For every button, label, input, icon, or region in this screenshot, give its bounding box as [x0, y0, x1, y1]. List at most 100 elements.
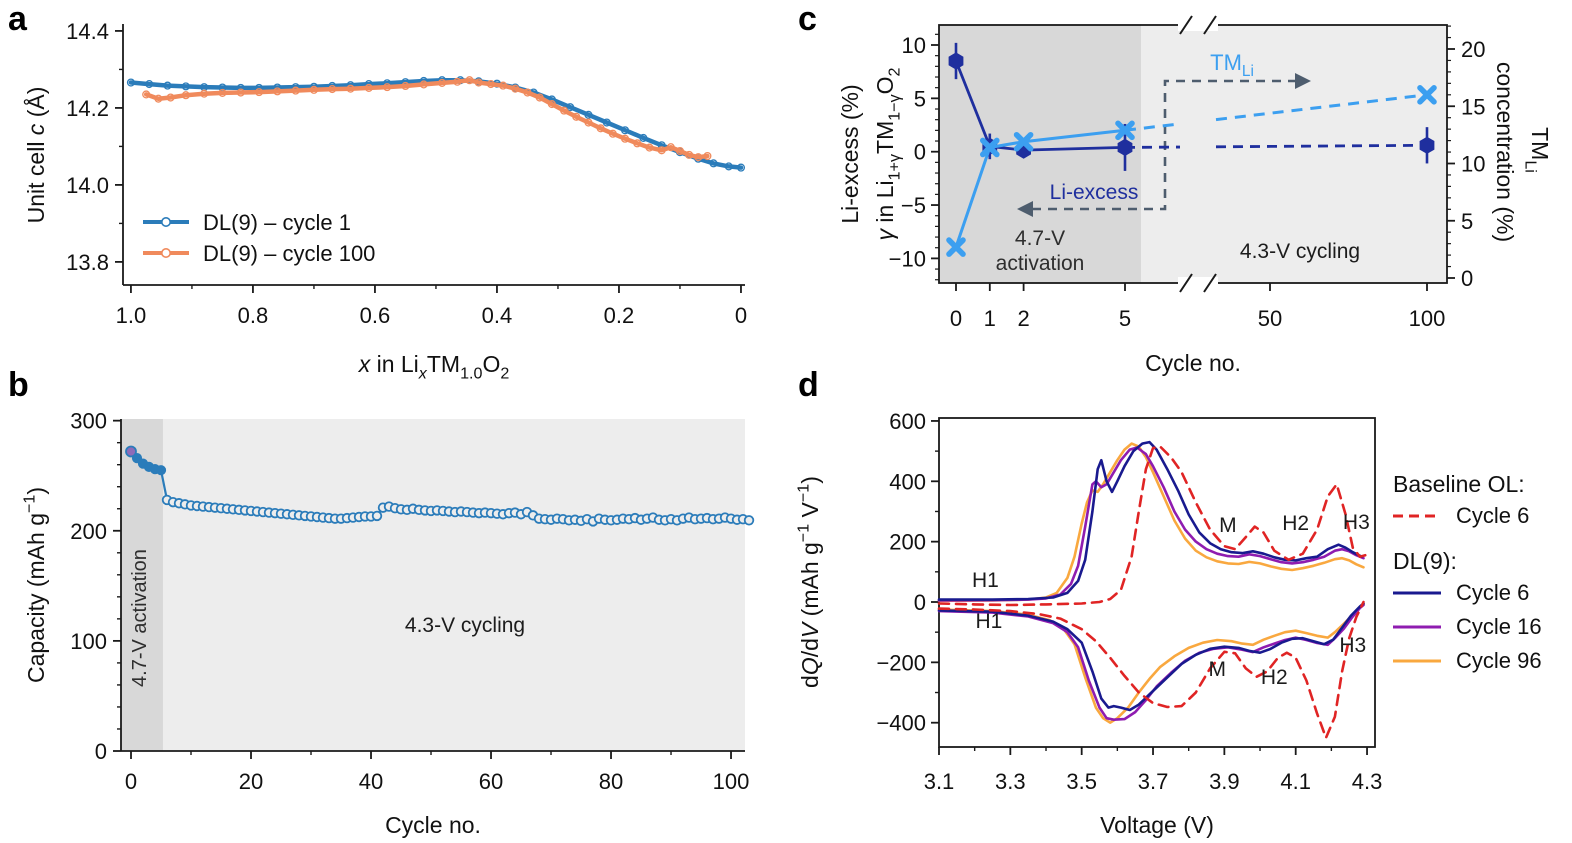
x-marker [979, 137, 1000, 158]
hexagon-marker [948, 52, 964, 70]
svg-text:5: 5 [914, 86, 926, 111]
svg-text:4.7-V activation: 4.7-V activation [129, 549, 151, 687]
legend-heading: Baseline OL: [1393, 471, 1525, 497]
svg-text:1: 1 [984, 306, 996, 331]
x-marker [1417, 85, 1437, 105]
peak-label-H2: H2 [1282, 512, 1309, 535]
svg-text:Li-excess (%): Li-excess (%) [837, 84, 863, 223]
svg-text:DL(9) – cycle 100: DL(9) – cycle 100 [203, 241, 375, 266]
svg-text:4.7-V: 4.7-V [1015, 227, 1065, 250]
svg-text:0: 0 [735, 303, 747, 328]
svg-text:activation: activation [996, 252, 1085, 275]
svg-text:Cycle no.: Cycle no. [1145, 350, 1241, 376]
svg-text:300: 300 [70, 409, 107, 434]
panel-a-series-1 [142, 76, 712, 162]
svg-text:200: 200 [889, 530, 926, 555]
svg-text:−400: −400 [876, 711, 926, 736]
svg-text:100: 100 [1409, 306, 1446, 331]
x-marker [946, 237, 966, 257]
svg-text:100: 100 [713, 769, 750, 794]
svg-text:0.2: 0.2 [604, 303, 635, 328]
legend-item: Cycle 6 [1456, 580, 1529, 605]
svg-text:3.5: 3.5 [1066, 769, 1097, 794]
svg-text:0.4: 0.4 [482, 303, 513, 328]
svg-text:dQ/dV (mAh g−1 V−1): dQ/dV (mAh g−1 V−1) [794, 476, 823, 688]
panel-d-legend: Baseline OL: Cycle 6 DL(9): Cycle 6 Cycle 16… [1393, 471, 1542, 673]
svg-text:5: 5 [1461, 209, 1473, 234]
svg-text:TMLi: TMLi [1210, 50, 1254, 80]
panel-b: 0 20 40 60 80 100 0 100 200 300 Cycle no. Capacity … [20, 409, 755, 838]
legend-item: Cycle 96 [1456, 648, 1542, 673]
svg-text:1.0: 1.0 [116, 303, 147, 328]
svg-text:−5: −5 [901, 193, 926, 218]
legend-item: Cycle 6 [1456, 503, 1529, 528]
x-marker [1013, 131, 1034, 152]
svg-text:γ in Li1+γTM1−γO2: γ in Li1+γTM1−γO2 [872, 67, 903, 240]
dqdv-series-2 [937, 440, 1365, 712]
svg-text:14.4: 14.4 [66, 19, 109, 44]
axis-guide-arrows: Li-excess TMLi [1017, 50, 1311, 217]
svg-text:100: 100 [70, 629, 107, 654]
svg-text:0: 0 [914, 590, 926, 615]
dqdv-series-3 [937, 445, 1367, 740]
svg-text:50: 50 [1258, 306, 1282, 331]
svg-text:600: 600 [889, 409, 926, 434]
panel-label-b: b [8, 366, 29, 404]
svg-text:14.2: 14.2 [66, 96, 109, 121]
panel-d: 3.1 3.3 3.5 3.7 3.9 4.1 4.3 −400 −200 0 200 400 600 V… [794, 409, 1541, 838]
peak-label-H3: H3 [1339, 634, 1366, 657]
svg-text:400: 400 [889, 469, 926, 494]
peak-label-H1: H1 [976, 610, 1003, 633]
svg-text:Li-excess: Li-excess [1050, 181, 1139, 204]
legend-item: Cycle 16 [1456, 614, 1542, 639]
svg-text:0: 0 [914, 140, 926, 165]
svg-text:0.6: 0.6 [360, 303, 391, 328]
svg-text:5: 5 [1119, 306, 1131, 331]
svg-text:3.9: 3.9 [1209, 769, 1240, 794]
svg-text:13.8: 13.8 [66, 250, 109, 275]
first-cycle-point [125, 445, 137, 458]
svg-text:concentration (%): concentration (%) [1492, 62, 1518, 242]
svg-text:0: 0 [1461, 266, 1473, 291]
svg-text:0: 0 [950, 306, 962, 331]
peak-label-M: M [1208, 658, 1226, 681]
peak-label-H3: H3 [1343, 511, 1370, 534]
hexagon-marker [1419, 136, 1435, 154]
peak-label-H2: H2 [1261, 666, 1288, 689]
svg-text:Capacity (mAh g−1): Capacity (mAh g−1) [20, 487, 49, 683]
panel-label-d: d [798, 366, 819, 404]
svg-text:0.8: 0.8 [238, 303, 269, 328]
svg-text:4.3-V cycling: 4.3-V cycling [405, 614, 525, 637]
svg-text:0: 0 [95, 739, 107, 764]
svg-text:4.1: 4.1 [1280, 769, 1311, 794]
dqdv-series-0 [937, 442, 1365, 724]
svg-text:TMLi: TMLi [1522, 127, 1553, 173]
svg-text:Unit cell c (Å): Unit cell c (Å) [22, 87, 49, 224]
svg-text:15: 15 [1461, 94, 1485, 119]
svg-text:20: 20 [239, 769, 263, 794]
svg-text:4.3-V cycling: 4.3-V cycling [1240, 240, 1360, 263]
svg-text:10: 10 [1461, 152, 1485, 177]
svg-text:Cycle no.: Cycle no. [385, 812, 481, 838]
panel-a: 1.0 0.8 0.6 0.4 0.2 0 13.8 14.0 14.2 14.4 x in Lix… [22, 19, 747, 383]
peak-label-M: M [1219, 514, 1237, 537]
svg-text:x in LixTM1.0O2: x in LixTM1.0O2 [358, 351, 510, 382]
svg-text:10: 10 [902, 33, 926, 58]
legend-heading: DL(9): [1393, 548, 1457, 574]
panel-label-c: c [798, 0, 817, 38]
svg-text:Voltage (V): Voltage (V) [1100, 812, 1214, 838]
svg-text:14.0: 14.0 [66, 173, 109, 198]
svg-text:3.7: 3.7 [1138, 769, 1169, 794]
x-marker [1115, 120, 1135, 141]
svg-text:80: 80 [599, 769, 623, 794]
svg-text:0: 0 [125, 769, 137, 794]
tm-li-series [946, 85, 1437, 257]
svg-text:−10: −10 [889, 246, 926, 271]
svg-text:20: 20 [1461, 37, 1485, 62]
svg-text:40: 40 [359, 769, 383, 794]
panel-label-a: a [8, 0, 27, 38]
svg-text:3.3: 3.3 [995, 769, 1026, 794]
